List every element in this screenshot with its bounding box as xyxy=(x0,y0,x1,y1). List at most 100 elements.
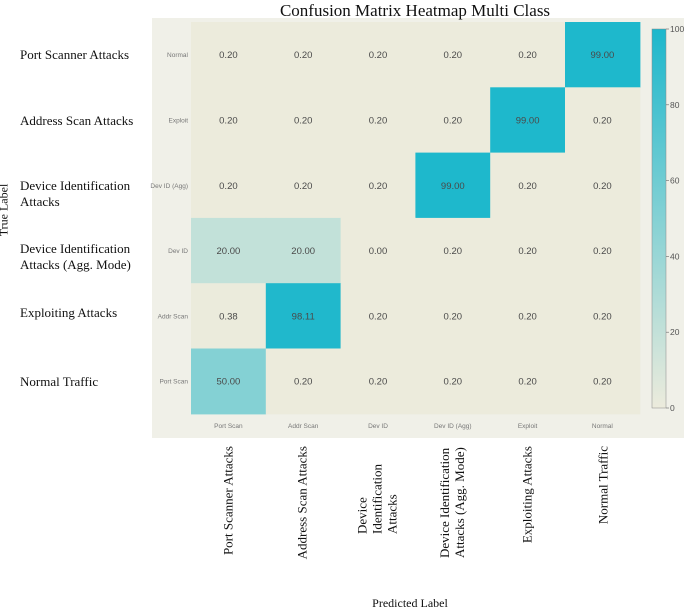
cell-value: 0.20 xyxy=(444,377,463,388)
cell-value: 0.20 xyxy=(518,50,537,61)
cell-value: 0.20 xyxy=(593,181,612,192)
heatmap-cell xyxy=(415,87,491,154)
heatmap-cell xyxy=(565,348,641,415)
col-tick-label: Addr Scan xyxy=(288,423,319,430)
cell-value: 0.20 xyxy=(518,311,537,322)
col-tick-label: Dev ID xyxy=(368,423,388,430)
cell-value: 99.00 xyxy=(516,115,540,126)
cell-value: 50.00 xyxy=(217,377,241,388)
heatmap-cell xyxy=(340,152,416,219)
cell-value: 0.20 xyxy=(593,377,612,388)
cell-value: 0.20 xyxy=(369,377,388,388)
heatmap-cell xyxy=(565,22,641,88)
row-tick-label: Normal xyxy=(167,52,189,59)
cell-value: 0.20 xyxy=(593,311,612,322)
heatmap-cell xyxy=(265,87,342,154)
heatmap-cell xyxy=(490,217,566,284)
heatmap-cell xyxy=(265,217,342,284)
colorbar xyxy=(651,28,667,409)
row-tick-label: Port Scan xyxy=(159,379,188,386)
heatmap-cell xyxy=(490,152,566,219)
heatmap-cell xyxy=(565,283,641,350)
col-tick-label: Normal xyxy=(592,423,614,430)
heatmap-cell xyxy=(340,87,416,154)
heatmap-cell xyxy=(191,348,267,415)
heatmap-cell xyxy=(265,283,342,350)
cell-value: 0.20 xyxy=(294,181,313,192)
heatmap-cell xyxy=(340,22,416,88)
heatmap-cell xyxy=(565,87,641,154)
row-tick-label: Dev ID xyxy=(168,248,188,255)
cell-value: 20.00 xyxy=(291,246,315,257)
cell-value: 0.20 xyxy=(518,181,537,192)
row-label-exploiting: Exploiting Attacks xyxy=(20,305,118,320)
row-label-device-identification-agg: Device Identification Attacks (Agg. Mode… xyxy=(20,241,131,272)
cell-value: 0.20 xyxy=(219,181,238,192)
heatmap-cell xyxy=(415,283,491,350)
heatmap-cell xyxy=(265,22,342,88)
heatmap-cell xyxy=(265,348,342,415)
row-label-normal-traffic: Normal Traffic xyxy=(20,374,99,389)
cell-value: 0.20 xyxy=(294,50,313,61)
cell-value: 99.00 xyxy=(441,181,465,192)
row-tick-label: Dev ID (Agg) xyxy=(150,183,188,190)
heatmap-cell xyxy=(191,22,267,88)
heatmap-cell xyxy=(415,348,491,415)
cell-value: 0.20 xyxy=(219,50,238,61)
row-label-port-scanner: Port Scanner Attacks xyxy=(20,47,130,62)
heatmap-cell xyxy=(565,217,641,284)
cell-value: 0.20 xyxy=(444,50,463,61)
heatmap-cell xyxy=(340,217,416,284)
heatmap-cell xyxy=(415,22,491,88)
colorbar-tick-label: 100 xyxy=(670,24,684,34)
heatmap-cell xyxy=(191,283,267,350)
heatmap-cell xyxy=(265,152,342,219)
heatmap-cell xyxy=(340,283,416,350)
cell-value: 0.20 xyxy=(369,115,388,126)
row-tick-label: Addr Scan xyxy=(158,313,189,320)
cell-value: 0.20 xyxy=(294,115,313,126)
cell-value: 0.20 xyxy=(444,311,463,322)
heatmap-cell xyxy=(490,348,566,415)
colorbar-tick-label: 60 xyxy=(670,176,680,186)
cell-value: 0.38 xyxy=(219,311,238,322)
cell-value: 0.20 xyxy=(369,311,388,322)
chart-title: Confusion Matrix Heatmap Multi Class xyxy=(279,1,551,20)
cell-value: 0.20 xyxy=(518,246,537,257)
col-tick-label: Port Scan xyxy=(214,423,243,430)
heatmap-cell xyxy=(490,283,566,350)
colorbar-tick-label: 0 xyxy=(670,403,675,413)
cell-value: 0.00 xyxy=(369,246,388,257)
row-label-address-scan: Address Scan Attacks xyxy=(20,113,134,128)
cell-value: 0.20 xyxy=(518,377,537,388)
heatmap-cell xyxy=(415,217,491,284)
heatmap-cell xyxy=(415,152,491,219)
row-label-device-identification: Device Identification Attacks xyxy=(20,178,131,209)
cell-value: 20.00 xyxy=(217,246,241,257)
heatmap-cell xyxy=(191,152,267,219)
cell-value: 98.11 xyxy=(292,311,315,322)
cell-value: 99.00 xyxy=(591,50,615,61)
heatmap-cell xyxy=(340,348,416,415)
heatmap-cell xyxy=(191,217,267,284)
row-tick-label: Exploit xyxy=(168,117,188,124)
x-axis-label: Predicted Label xyxy=(372,596,448,610)
heatmap-cell xyxy=(490,22,566,88)
heatmap-cell xyxy=(565,152,641,219)
colorbar-tick-label: 80 xyxy=(670,100,680,110)
cell-value: 0.20 xyxy=(369,181,388,192)
colorbar-tick-label: 40 xyxy=(670,251,680,261)
heatmap-cell xyxy=(490,87,566,154)
cell-value: 0.20 xyxy=(593,115,612,126)
cell-value: 0.20 xyxy=(593,246,612,257)
cell-value: 0.20 xyxy=(294,377,313,388)
col-tick-label: Exploit xyxy=(518,423,538,430)
cell-value: 0.20 xyxy=(219,115,238,126)
cell-value: 0.20 xyxy=(369,50,388,61)
cell-value: 0.20 xyxy=(444,246,463,257)
heatmap-cell xyxy=(191,87,267,154)
cell-value: 0.20 xyxy=(444,115,463,126)
col-tick-label: Dev ID (Agg) xyxy=(434,423,472,430)
colorbar-tick-label: 20 xyxy=(670,327,680,337)
